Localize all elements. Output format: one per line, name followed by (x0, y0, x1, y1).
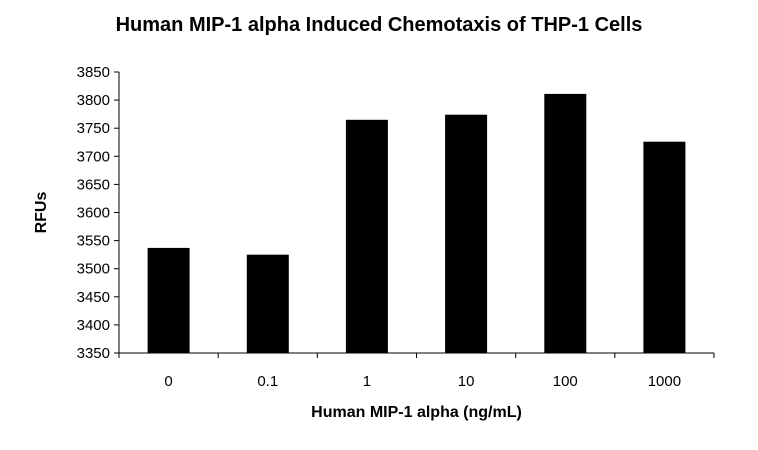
x-tick-label: 10 (458, 373, 475, 390)
x-axis: 0 0.1 1 10 100 1000 (118, 352, 715, 390)
bar-1000 (643, 141, 686, 353)
y-tick-label: 3500 (77, 261, 110, 278)
bar-1 (345, 119, 388, 353)
bars-group (147, 93, 686, 354)
y-tick-label: 3550 (77, 233, 110, 250)
y-tick-label: 3850 (77, 64, 110, 81)
bar-0.1 (246, 254, 289, 353)
x-tick-label: 1 (363, 373, 371, 390)
y-tick-label: 3800 (77, 92, 110, 109)
x-tick-label: 0.1 (257, 373, 278, 390)
y-tick-label: 3750 (77, 120, 110, 137)
bar-0 (147, 247, 190, 353)
x-axis-label: Human MIP-1 alpha (ng/mL) (311, 404, 522, 421)
x-tick-label: 100 (553, 373, 578, 390)
bar-100 (544, 93, 587, 354)
x-tick-label: 1000 (648, 373, 681, 390)
x-tick-label: 0 (164, 373, 172, 390)
bar-10 (445, 114, 488, 353)
y-tick-label: 3600 (77, 205, 110, 222)
y-axis-label: RFUs (33, 192, 50, 234)
y-tick-label: 3650 (77, 176, 110, 193)
y-tick-label: 3700 (77, 148, 110, 165)
y-axis: 3350 3400 3450 3500 3550 3600 3650 3700 3750 3800… (77, 64, 120, 362)
y-tick-label: 3400 (77, 317, 110, 334)
chart-title: Human MIP-1 alpha Induced Chemotaxis of … (115, 14, 643, 36)
y-tick-label: 3350 (77, 345, 110, 362)
y-tick-label: 3450 (77, 289, 110, 306)
